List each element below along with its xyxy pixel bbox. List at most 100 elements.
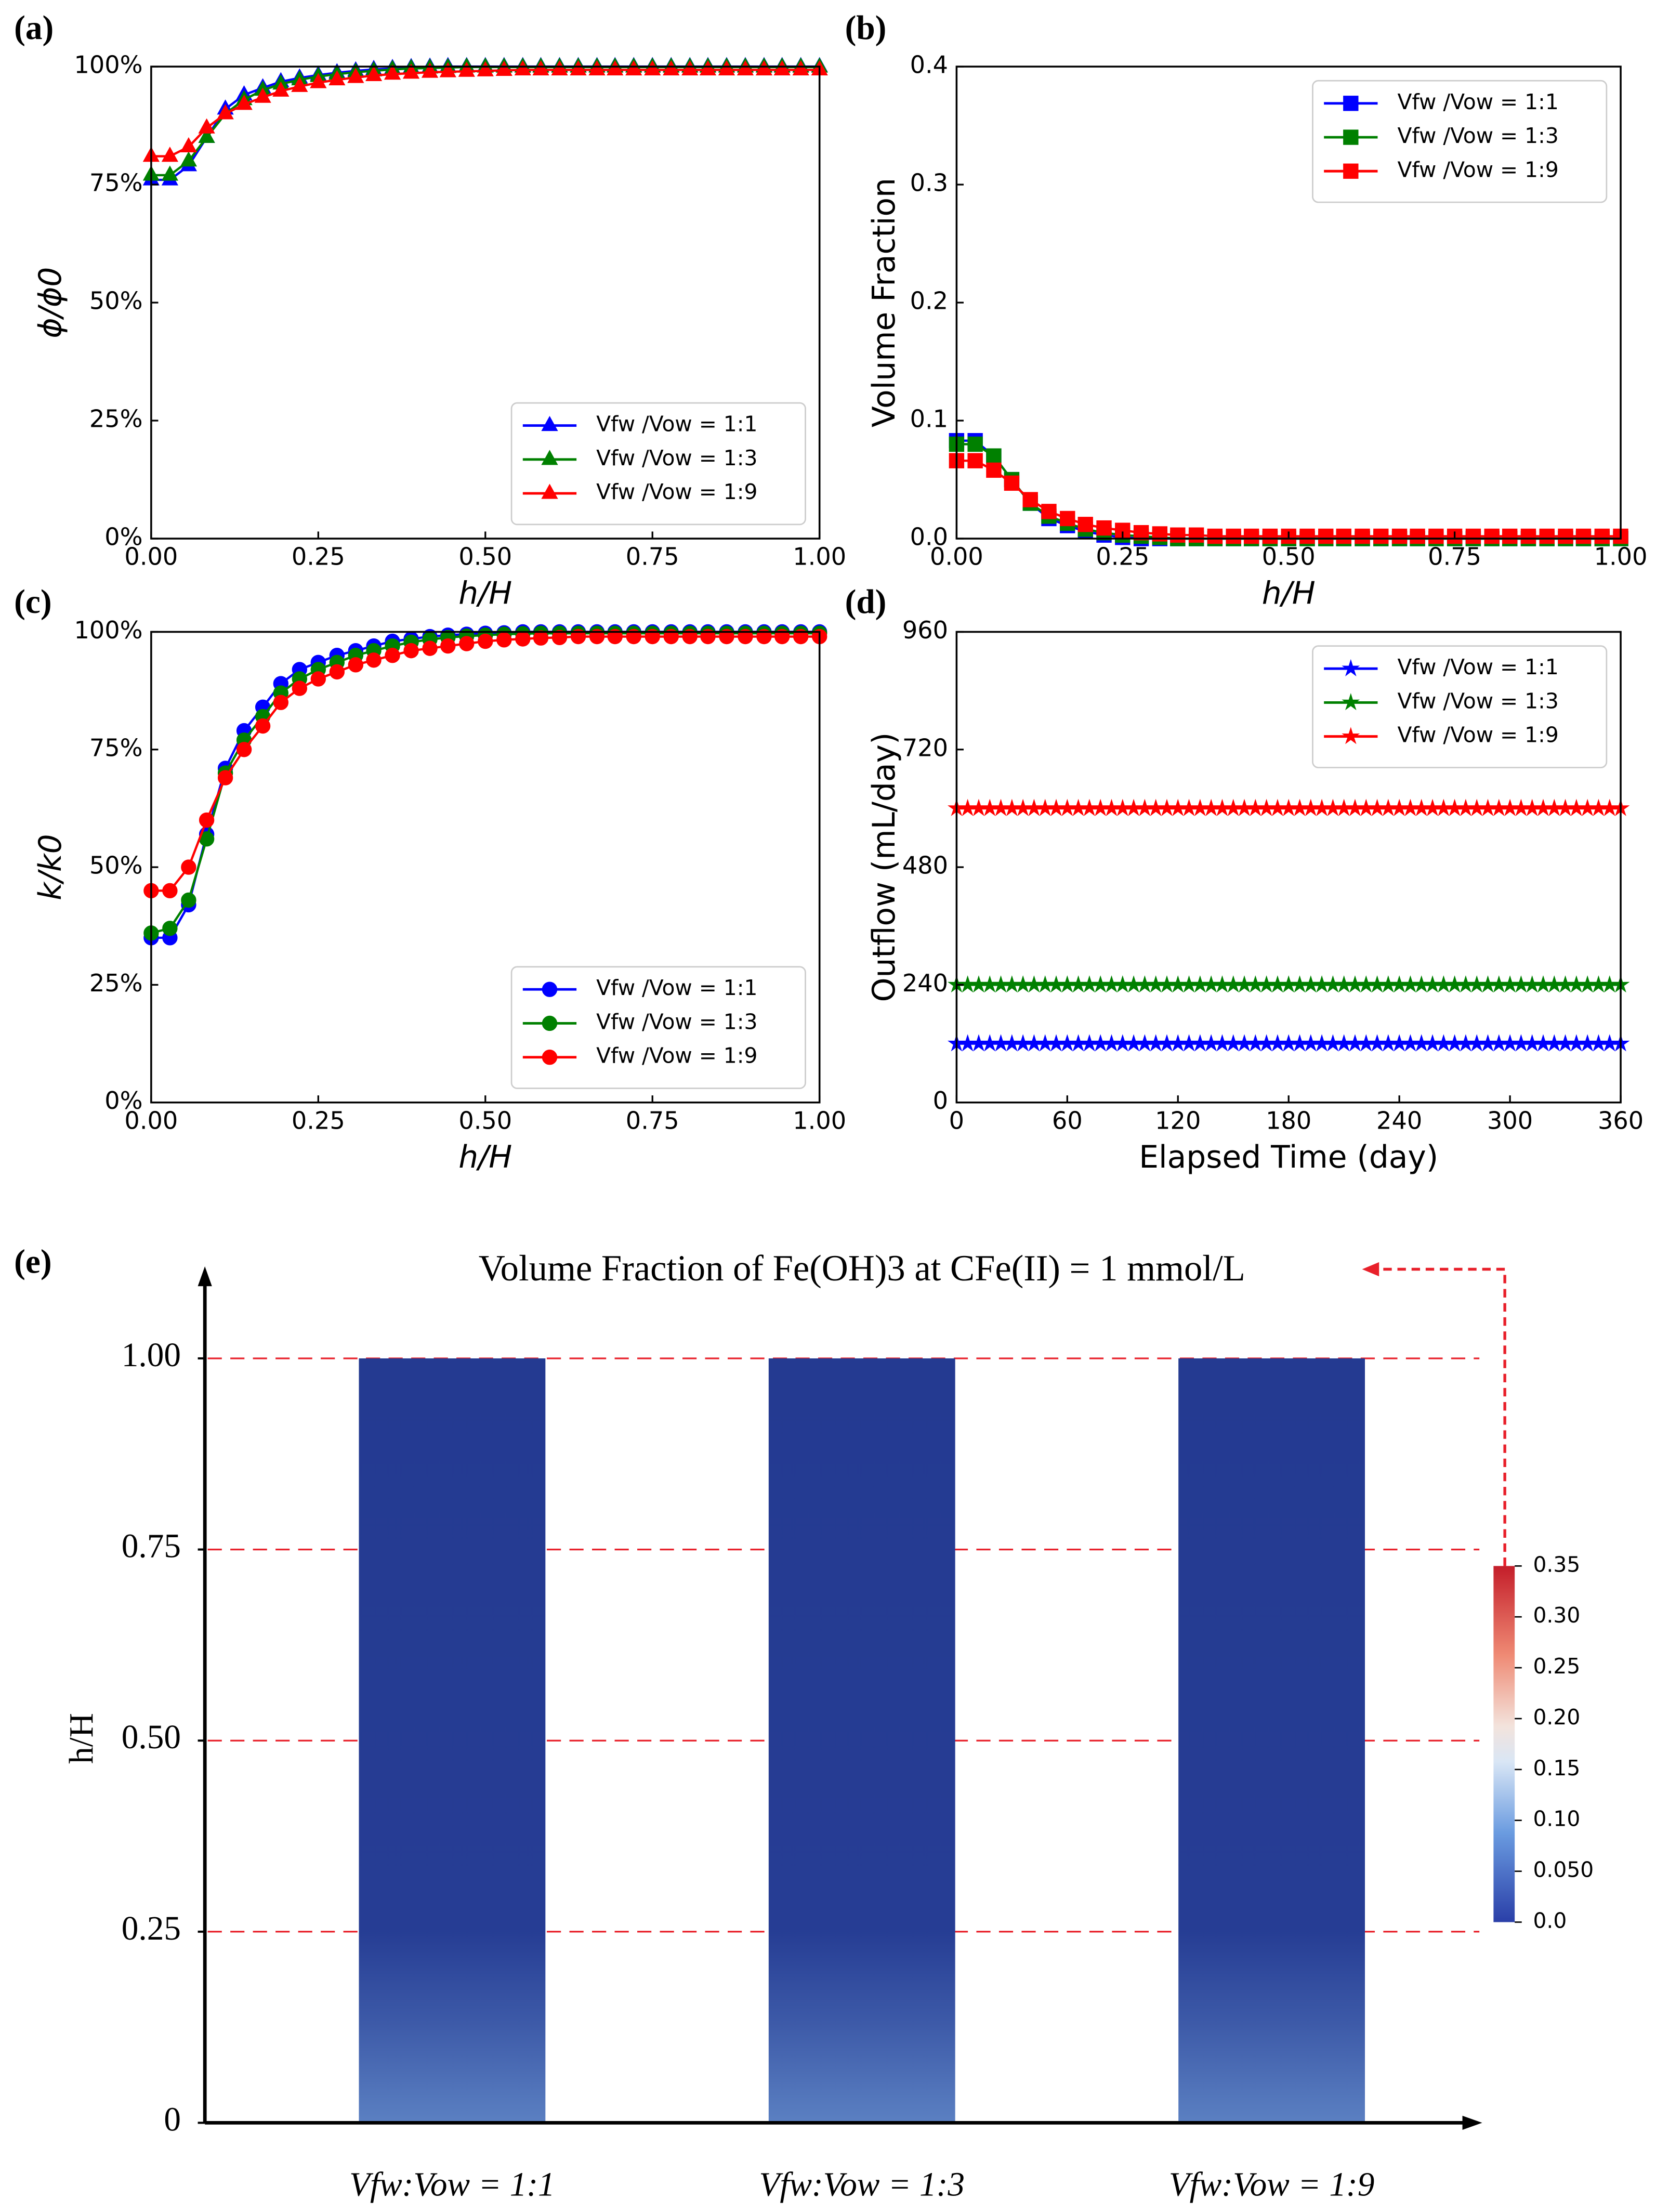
x-tick-label: 0.00 xyxy=(930,543,983,571)
marker xyxy=(625,60,642,76)
marker xyxy=(551,60,568,76)
y-tick-label: 960 xyxy=(902,616,948,644)
legend-swatch-marker xyxy=(541,416,558,431)
marker xyxy=(738,629,753,645)
marker xyxy=(1539,528,1555,544)
panel-label: (b) xyxy=(845,9,887,47)
marker xyxy=(161,147,178,162)
y-tick-label: 480 xyxy=(902,852,948,880)
legend-box xyxy=(1312,80,1608,203)
y-axis-label: Volume Fraction xyxy=(866,178,902,427)
colorbar-tick-label: 0.050 xyxy=(1533,1857,1594,1882)
x-tick-label: 0.75 xyxy=(626,1106,679,1134)
legend-label: Vfw /Vow = 1:3 xyxy=(1398,123,1559,148)
marker xyxy=(774,629,790,645)
marker xyxy=(1391,528,1408,544)
legend-label: Vfw /Vow = 1:3 xyxy=(1398,688,1559,713)
x-axis-label: h/H xyxy=(458,575,512,611)
marker xyxy=(1281,528,1296,544)
legend-swatch-marker xyxy=(1343,163,1359,179)
y-tick-label: 1.00 xyxy=(122,1337,181,1374)
marker xyxy=(1243,528,1259,544)
x-tick-label: 0.00 xyxy=(124,543,178,571)
marker xyxy=(1318,528,1334,544)
marker xyxy=(1465,528,1481,544)
panel-label: (d) xyxy=(845,583,887,621)
marker xyxy=(607,629,623,645)
marker xyxy=(986,448,1002,464)
y-tick-label: 25% xyxy=(89,405,143,433)
x-tick-label: Vfw:Vow = 1:1 xyxy=(349,2166,555,2203)
marker xyxy=(1133,525,1149,541)
marker xyxy=(515,631,531,647)
marker xyxy=(180,151,197,167)
colorbar-tick-label: 0.25 xyxy=(1533,1654,1580,1679)
marker xyxy=(1262,528,1278,544)
marker xyxy=(719,629,734,645)
marker xyxy=(329,664,345,680)
marker xyxy=(198,118,215,134)
legend-swatch-marker xyxy=(542,1050,558,1065)
marker xyxy=(700,629,716,645)
marker xyxy=(1558,528,1573,544)
x-tick-label: 360 xyxy=(1598,1106,1644,1134)
legend-swatch-marker xyxy=(1342,693,1360,711)
marker xyxy=(402,63,420,79)
marker xyxy=(310,671,326,687)
y-tick-label: 0.0 xyxy=(910,523,948,551)
x-tick-label: 0.75 xyxy=(626,543,679,571)
bar xyxy=(359,1358,546,2123)
marker xyxy=(384,64,401,80)
y-tick-label: 50% xyxy=(89,852,143,880)
marker xyxy=(1299,528,1315,544)
legend-swatch-marker xyxy=(542,1015,558,1031)
y-axis-label: h/H xyxy=(63,1713,100,1764)
y-tick-label: 0% xyxy=(104,523,142,551)
legend-box xyxy=(510,402,806,526)
x-tick-label: Vfw:Vow = 1:9 xyxy=(1169,2166,1375,2203)
marker xyxy=(199,812,215,828)
marker xyxy=(328,70,346,86)
marker xyxy=(663,629,679,645)
y-tick-label: 0% xyxy=(104,1087,142,1115)
marker xyxy=(681,60,699,76)
marker xyxy=(663,60,680,76)
y-tick-label: 100% xyxy=(74,51,142,79)
y-tick-label: 50% xyxy=(89,287,143,315)
y-tick-label: 0.3 xyxy=(910,169,948,197)
y-tick-label: 0.1 xyxy=(910,405,948,433)
marker xyxy=(291,76,308,92)
marker xyxy=(181,859,196,875)
legend-swatch-marker xyxy=(1343,129,1359,145)
panel-label: (e) xyxy=(14,1243,51,1280)
x-tick-label: 300 xyxy=(1487,1106,1533,1134)
marker xyxy=(403,643,419,659)
x-tick-label: 0.25 xyxy=(292,1106,345,1134)
marker xyxy=(254,87,271,103)
marker xyxy=(347,68,364,83)
marker xyxy=(1004,475,1020,491)
marker xyxy=(440,638,456,654)
legend-box xyxy=(510,966,806,1089)
x-tick-label: 0.75 xyxy=(1428,543,1481,571)
x-tick-label: 240 xyxy=(1376,1106,1422,1134)
x-axis-arrow xyxy=(1462,2115,1482,2130)
y-tick-label: 240 xyxy=(902,969,948,997)
marker xyxy=(162,883,178,899)
marker xyxy=(589,629,605,645)
marker xyxy=(459,636,475,651)
y-tick-label: 0.75 xyxy=(122,1528,181,1565)
marker xyxy=(496,632,512,648)
marker xyxy=(1410,528,1425,544)
x-tick-label: 0.00 xyxy=(124,1106,178,1134)
marker xyxy=(793,629,809,645)
y-tick-label: 75% xyxy=(89,734,143,762)
legend-swatch-marker xyxy=(541,450,558,465)
legend-swatch-marker xyxy=(542,981,558,997)
marker xyxy=(755,60,773,76)
marker xyxy=(366,652,382,668)
x-tick-label: 0.50 xyxy=(458,1106,512,1134)
marker xyxy=(365,66,383,81)
marker xyxy=(682,629,698,645)
